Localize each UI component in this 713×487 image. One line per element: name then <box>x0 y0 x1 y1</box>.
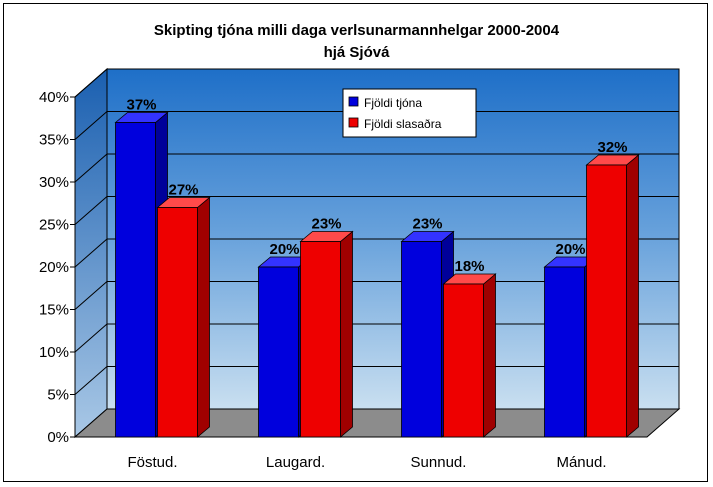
gridline-side <box>74 111 108 140</box>
x-tick-label: Laugard. <box>266 454 325 471</box>
bar-front <box>586 164 627 438</box>
data-label: 23% <box>311 216 341 233</box>
chart-title-line-2: hjá Sjóvá <box>323 44 390 61</box>
bar-Fjöldi slasaðra-Mánud. <box>585 154 640 438</box>
data-label: 20% <box>555 241 585 258</box>
chart-title-line-1: Skipting tjóna milli daga verlsunarmannh… <box>153 22 560 39</box>
x-axis-labels: Föstud. Laugard. Sunnud. Mánud. <box>127 454 606 471</box>
bar-front <box>300 241 341 438</box>
y-tick-label: 5% <box>47 387 69 404</box>
chart-title: Skipting tjóna milli daga verlsunarmannh… <box>0 20 713 64</box>
data-label: 37% <box>126 97 156 114</box>
data-label: 18% <box>454 258 484 275</box>
bar-Fjöldi slasaðra-Laugard. <box>299 230 354 438</box>
bar-Fjöldi slasaðra-Föstud. <box>156 196 211 438</box>
y-tick-label: 30% <box>39 174 69 191</box>
bars: 37% 27% 20% 23% 23% 18% 20% 32% <box>114 97 640 438</box>
gridline-side <box>74 323 108 353</box>
y-tick-label: 0% <box>47 429 69 446</box>
y-tick-label: 15% <box>39 302 69 319</box>
bar-front <box>544 266 585 438</box>
data-label: 23% <box>412 216 442 233</box>
bar-Fjöldi slasaðra-Sunnud. <box>442 273 497 438</box>
gridline-side <box>74 153 108 183</box>
gridline-side <box>74 238 108 268</box>
legend-swatch <box>348 117 359 128</box>
data-label: 20% <box>269 241 299 258</box>
gridline-side <box>74 281 108 310</box>
legend-swatch <box>348 96 359 107</box>
y-tick-label: 40% <box>39 89 69 106</box>
y-tick-label: 25% <box>39 217 69 234</box>
bar-side <box>197 196 210 438</box>
gridline-side <box>74 68 108 98</box>
bar-front <box>115 122 156 438</box>
bar-front <box>258 266 299 438</box>
gridline-side <box>74 366 108 395</box>
bar-side <box>626 154 639 438</box>
bar-front <box>157 207 198 438</box>
x-tick-label: Sunnud. <box>411 454 467 471</box>
y-tick-label: 20% <box>39 259 69 276</box>
data-label: 27% <box>168 182 198 199</box>
legend-box <box>342 88 477 138</box>
bar-side <box>340 230 353 438</box>
legend-label: Fjöldi slasaðra <box>364 117 442 131</box>
y-tick-label: 35% <box>39 132 69 149</box>
bar-front <box>401 241 442 438</box>
y-tick-label: 10% <box>39 344 69 361</box>
x-tick-label: Mánud. <box>556 454 606 471</box>
legend-label: Fjöldi tjóna <box>364 96 422 110</box>
data-label: 32% <box>597 139 627 156</box>
x-tick-label: Föstud. <box>127 454 177 471</box>
bar-front <box>443 283 484 438</box>
legend: Fjöldi tjóna Fjöldi slasaðra <box>342 88 477 138</box>
y-axis: 0% 5% 10% 15% 20% 25% 30% 35% 40% <box>39 89 76 446</box>
gridline-side <box>74 196 108 225</box>
bar-side <box>483 273 496 438</box>
